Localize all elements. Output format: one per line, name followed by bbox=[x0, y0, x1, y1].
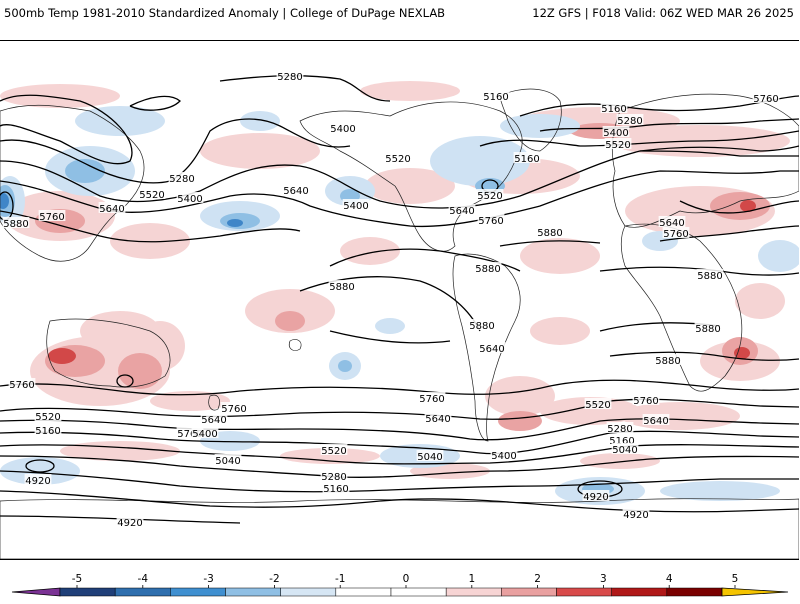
contour-label: 5520 bbox=[477, 191, 502, 202]
contour-label: 5760 bbox=[9, 380, 34, 391]
colorbar-segment bbox=[501, 587, 557, 597]
colorbar-tick-label: -1 bbox=[335, 573, 345, 585]
contour-label: 5640 bbox=[201, 415, 226, 426]
contour-label: 5640 bbox=[659, 218, 684, 229]
colorbar-segment bbox=[170, 587, 226, 597]
colorbar-tick-label: -2 bbox=[269, 573, 279, 585]
contour-label: 5040 bbox=[417, 452, 442, 463]
anomaly-shading bbox=[0, 81, 799, 505]
contour-label: 5880 bbox=[697, 271, 722, 282]
contour-label: 5760 bbox=[753, 94, 778, 105]
contour-label: 5760 bbox=[663, 229, 688, 240]
contour-label: 5400 bbox=[343, 201, 368, 212]
colorbar-tick-label: 3 bbox=[600, 573, 607, 585]
colorbar-segment bbox=[556, 587, 612, 597]
colorbar-segment bbox=[225, 587, 281, 597]
colorbar-segment bbox=[611, 587, 668, 597]
contour-label: 5880 bbox=[655, 356, 680, 367]
contour-label: 5640 bbox=[479, 344, 504, 355]
colorbar-segment bbox=[335, 587, 392, 597]
contour-label: 4920 bbox=[25, 476, 50, 487]
contour-label: 5280 bbox=[277, 72, 302, 83]
contour-label: 5400 bbox=[330, 124, 355, 135]
map-title: 500mb Temp 1981-2010 Standardized Anomal… bbox=[4, 6, 446, 20]
contour-label: 5400 bbox=[603, 128, 628, 139]
map-panel: 5280 5160 5160 5280 5400 5520 5400 5520 5640 5160… bbox=[0, 40, 799, 560]
colorbar-tick-label: -3 bbox=[203, 573, 213, 585]
contour-label: 5760 bbox=[221, 404, 246, 415]
contour-label: 5280 bbox=[617, 116, 642, 127]
contour-label: 5040 bbox=[215, 456, 240, 467]
weather-map: 5280516051605280540055205400552056405160… bbox=[0, 70, 799, 559]
contour-label: 4920 bbox=[583, 492, 608, 503]
contour-label: 5760 bbox=[177, 429, 202, 440]
contour-label: 5880 bbox=[3, 219, 28, 230]
colorbar-max-arrow bbox=[721, 587, 789, 597]
contour-label: 5880 bbox=[329, 282, 354, 293]
contour-label: 5520 bbox=[321, 446, 346, 457]
contour-label: 5280 bbox=[321, 472, 346, 483]
contour-label: 5880 bbox=[475, 264, 500, 275]
colorbar-svg: -5 -4 -3 -2 -1 0 1 2 3 4 5 bbox=[11, 573, 789, 597]
contour-label: 5160 bbox=[514, 154, 539, 165]
contour-label: 5400 bbox=[192, 429, 217, 440]
contour-label: 5400 bbox=[177, 194, 202, 205]
contour-label: 5040 bbox=[612, 445, 637, 456]
contour-label: 5640 bbox=[425, 414, 450, 425]
contour-label: 5880 bbox=[695, 324, 720, 335]
contour-label: 4920 bbox=[623, 510, 648, 521]
colorbar-tick-label: 4 bbox=[666, 573, 673, 585]
contour-label: 5160 bbox=[609, 436, 634, 447]
contour-label: 5760 bbox=[39, 212, 64, 223]
colorbar-tick-label: 2 bbox=[534, 573, 541, 585]
contour-label: 5640 bbox=[99, 204, 124, 215]
colorbar-tick-label: -4 bbox=[138, 573, 149, 585]
contour-label: 5280 bbox=[607, 424, 632, 435]
contour-label: 5640 bbox=[283, 186, 308, 197]
contour-labels: 5280516051605280540055205400552056405160… bbox=[2, 70, 780, 529]
contour-label: 5520 bbox=[605, 140, 630, 151]
colorbar-tick-label: 5 bbox=[732, 573, 739, 585]
contour-label: 5760 bbox=[478, 216, 503, 227]
contour-label: 5400 bbox=[491, 451, 516, 462]
contour-label: 5280 bbox=[169, 174, 194, 185]
colorbar-legend: -5 -4 -3 -2 -1 0 1 2 3 4 5 bbox=[0, 560, 800, 600]
contour-label: 5880 bbox=[537, 228, 562, 239]
contour-label: 5160 bbox=[483, 92, 508, 103]
contour-label: 4920 bbox=[117, 518, 142, 529]
colorbar-segment bbox=[59, 587, 116, 597]
contour-label: 5520 bbox=[139, 190, 164, 201]
contour-label: 5160 bbox=[323, 484, 348, 495]
colorbar-segment bbox=[445, 587, 502, 597]
contour-label: 5520 bbox=[35, 412, 60, 423]
colorbar-min-arrow bbox=[11, 587, 61, 597]
contour-label: 5520 bbox=[585, 400, 610, 411]
colorbar-segment bbox=[390, 587, 447, 597]
contour-label: 5520 bbox=[385, 154, 410, 165]
colorbar-tick-label: -5 bbox=[72, 573, 82, 585]
contour-label: 5160 bbox=[35, 426, 60, 437]
contour-label: 5640 bbox=[449, 206, 474, 217]
contour-label: 5760 bbox=[633, 396, 658, 407]
contour-label: 5160 bbox=[601, 104, 626, 115]
colorbar-tick-label: 0 bbox=[403, 573, 410, 585]
contour-label: 5640 bbox=[643, 416, 668, 427]
colorbar-segment bbox=[666, 587, 723, 597]
model-valid-time: 12Z GFS | F018 Valid: 06Z WED MAR 26 202… bbox=[532, 6, 794, 20]
contour-label: 5880 bbox=[469, 321, 494, 332]
contour-label: 5760 bbox=[419, 394, 444, 405]
colorbar-segment bbox=[114, 587, 171, 597]
colorbar-tick-label: 1 bbox=[468, 573, 475, 585]
colorbar-segment bbox=[280, 587, 337, 597]
